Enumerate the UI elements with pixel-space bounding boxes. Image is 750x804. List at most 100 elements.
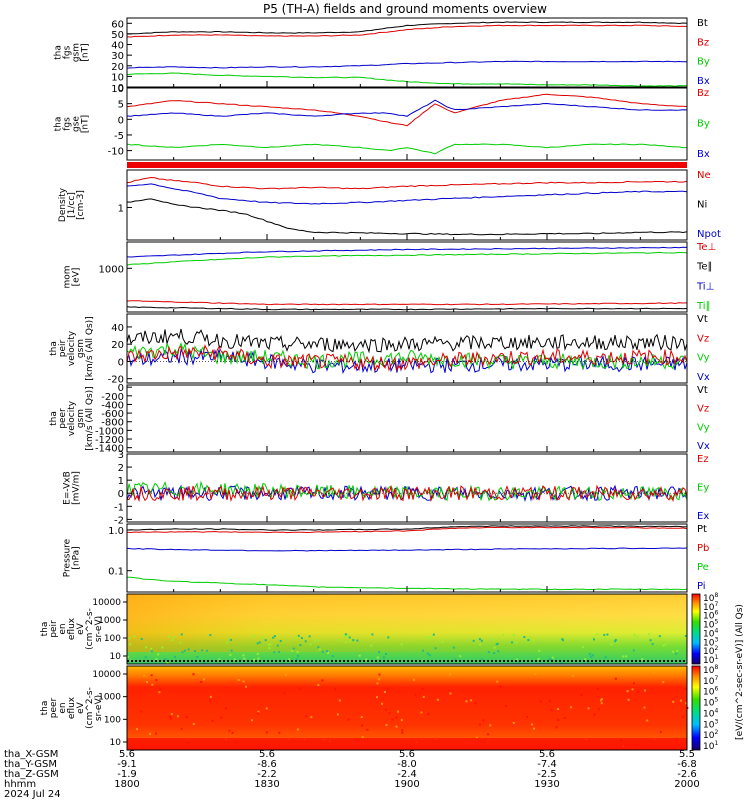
spectrogram-noise xyxy=(345,635,348,638)
spectrogram-dot xyxy=(139,660,141,662)
spectrogram-noise xyxy=(297,654,300,657)
spectrogram-noise xyxy=(159,688,162,691)
spectrogram-dot xyxy=(467,660,469,662)
spectrogram-noise xyxy=(237,678,240,681)
spectrogram-noise xyxy=(300,637,303,640)
colorbar-tick-exp: 2 xyxy=(714,729,718,736)
spectrogram-dot xyxy=(683,660,685,662)
spectrogram-dot xyxy=(371,660,373,662)
ytick-label: 1000 xyxy=(99,264,124,275)
spectrogram-noise xyxy=(479,643,482,646)
spectrogram-dot xyxy=(547,660,549,662)
legend-Bx: Bx xyxy=(697,149,710,160)
ylabel-line: en xyxy=(58,623,68,634)
colorbar-tick-exp: 4 xyxy=(714,627,718,634)
ylabel-line: (cm^2-s- xyxy=(85,687,95,729)
spectrogram-dot xyxy=(223,660,225,662)
series-density-Ne xyxy=(126,176,688,190)
spectrogram-noise xyxy=(218,658,221,661)
spectrogram-dot xyxy=(427,660,429,662)
spectrogram-noise xyxy=(376,656,379,659)
spectrogram-noise xyxy=(273,635,276,638)
spectrogram-dot xyxy=(571,660,573,662)
spectrogram-noise xyxy=(421,649,424,652)
spectrogram-dot xyxy=(619,660,621,662)
spectrogram-noise xyxy=(465,700,468,703)
spectrogram-noise xyxy=(452,646,455,649)
spectrogram-noise xyxy=(391,718,394,721)
spectrogram-noise xyxy=(284,673,287,676)
spectrogram-dot xyxy=(479,660,481,662)
spectrogram-noise xyxy=(348,636,351,639)
xaxis-value: -6.8 xyxy=(677,759,697,770)
spectrogram-noise xyxy=(430,636,433,639)
spectrogram-noise xyxy=(532,640,535,643)
spectrogram-dot xyxy=(263,660,265,662)
spectrogram-noise xyxy=(299,644,302,647)
spectrogram-noise xyxy=(604,656,607,659)
spectrogram-noise xyxy=(396,710,399,713)
spectrogram-noise xyxy=(231,732,234,735)
spectrogram-noise xyxy=(395,725,398,728)
spectrogram-dot xyxy=(519,660,521,662)
spectrogram-noise xyxy=(659,731,662,734)
spectrogram-dot xyxy=(343,660,345,662)
xaxis-value: 5.6 xyxy=(119,749,135,760)
spectrogram-noise xyxy=(550,658,553,661)
spectrogram-noise xyxy=(625,655,628,658)
spectrogram-noise xyxy=(334,688,337,691)
spectrogram-dot xyxy=(655,660,657,662)
spectrogram-noise xyxy=(593,638,596,641)
ytick-label: -400 xyxy=(101,400,124,411)
spectrogram-dot xyxy=(579,660,581,662)
series-temp-Te⊥ xyxy=(126,300,688,306)
spectrogram-noise xyxy=(626,690,629,693)
xaxis-value: -8.0 xyxy=(397,759,417,770)
spectrogram-dot xyxy=(499,660,501,662)
panel-peer-ylabel: tha peer velocity gsm [km/s (All Qs)] xyxy=(49,386,95,450)
panel-density-ylabel: Density [1/cc] [cm-3] xyxy=(58,187,86,222)
spectrogram-dot xyxy=(267,660,269,662)
xaxis-value: -7.4 xyxy=(537,759,557,770)
spectrogram-noise xyxy=(129,643,132,646)
spectrogram-dot xyxy=(523,660,525,662)
panel-efield-ylabel: E=-VxB [mV/m] xyxy=(63,471,82,505)
spectrogram-noise xyxy=(352,639,355,642)
ylabel-line: peer xyxy=(58,408,68,429)
spectrogram-noise xyxy=(192,723,195,726)
spectrogram-noise xyxy=(560,661,563,664)
spectrogram-dot xyxy=(527,660,529,662)
spectrogram-noise xyxy=(550,709,553,712)
spectrogram-noise xyxy=(209,699,212,702)
spectrogram-dot xyxy=(583,660,585,662)
spectrogram-dot xyxy=(135,660,137,662)
colorbar-tick: 101 xyxy=(703,740,718,752)
spectrogram-noise xyxy=(288,658,291,661)
ytick-label: 0.1 xyxy=(108,567,124,578)
spectrogram-dot xyxy=(187,660,189,662)
xaxis-date: 2024 Jul 24 xyxy=(4,789,61,800)
spectrogram-dot xyxy=(327,660,329,662)
ytick-label: -1 xyxy=(114,502,124,513)
spectrogram-dot xyxy=(219,660,221,662)
spectrogram-noise xyxy=(229,638,232,641)
spectrogram-noise xyxy=(276,644,279,647)
spectrogram-dot xyxy=(163,660,165,662)
spectrogram-dot xyxy=(175,660,177,662)
ytick-label: -800 xyxy=(101,418,124,429)
spectrogram-noise xyxy=(587,707,590,710)
spectrogram-noise xyxy=(358,654,361,657)
series-peir-Vt xyxy=(126,328,688,354)
spectrogram-noise xyxy=(378,651,381,654)
spectrogram-dot xyxy=(631,660,633,662)
spectrogram-dot xyxy=(555,660,557,662)
panel-bgse: tha fgs gse [nT] -10 -5 0 5 10 Bz By Bx xyxy=(54,84,710,161)
spectrogram-dot xyxy=(531,660,533,662)
spectrogram-noise xyxy=(475,736,478,739)
spectrogram-noise xyxy=(459,655,462,658)
spectrogram-dot xyxy=(487,660,489,662)
spectrogram-noise xyxy=(434,647,437,650)
spectrogram-noise xyxy=(584,658,587,661)
ytick-label: 10 xyxy=(110,652,122,662)
